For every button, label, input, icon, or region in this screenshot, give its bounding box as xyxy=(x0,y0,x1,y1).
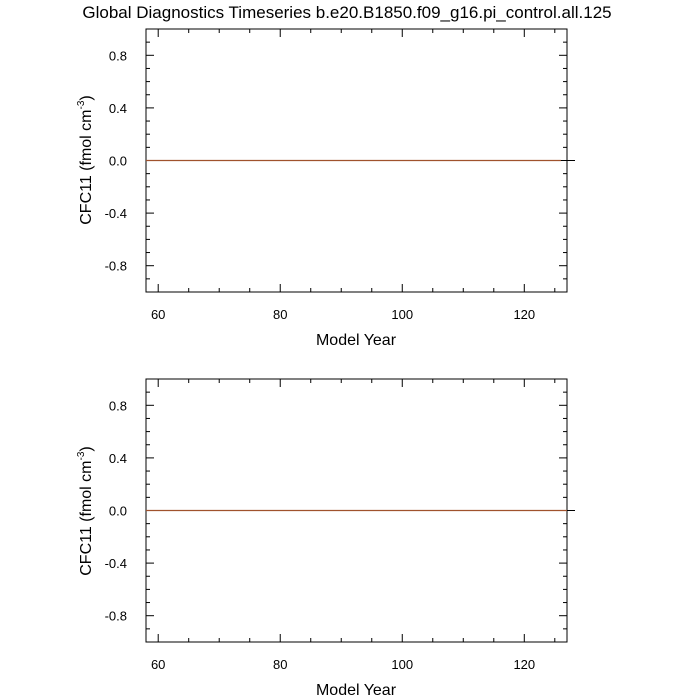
y-tick-label: 0.4 xyxy=(109,451,127,466)
y-axis-label-1-sup: -3 xyxy=(76,100,87,109)
y-axis-label-2-close: ) xyxy=(78,446,95,451)
x-tick-label: 80 xyxy=(273,307,287,322)
y-axis-label-1: CFC11 (fmol cm-3) xyxy=(76,95,95,225)
x-axis-label-1: Model Year xyxy=(316,332,397,349)
y-axis-label-2: CFC11 (fmol cm-3) xyxy=(76,446,95,576)
y-tick-label: -0.8 xyxy=(105,259,127,274)
x-tick-label: 60 xyxy=(151,657,165,672)
x-axis-label-2: Model Year xyxy=(316,682,397,699)
y-tick-label: 0.0 xyxy=(109,504,127,519)
minor-ticks-1 xyxy=(146,29,567,292)
y-tick-label: -0.4 xyxy=(105,206,127,221)
y-tick-label: 0.0 xyxy=(109,154,127,169)
major-ticks-1 xyxy=(146,29,567,292)
x-tick-label: 60 xyxy=(151,307,165,322)
tick-labels-1: -0.8 -0.4 0.0 0.4 0.8 60 80 100 120 xyxy=(105,48,536,322)
y-tick-label: -0.8 xyxy=(105,609,127,624)
y-axis-label-1-main: CFC11 (fmol cm xyxy=(78,109,95,224)
y-axis-label-2-sup: -3 xyxy=(76,451,87,460)
x-tick-label: 120 xyxy=(513,307,535,322)
panel-1: -0.8 -0.4 0.0 0.4 0.8 60 80 100 120 Model Year C… xyxy=(76,28,575,349)
x-tick-label: 100 xyxy=(391,657,413,672)
y-tick-label: -0.4 xyxy=(105,556,127,571)
x-tick-label: 100 xyxy=(391,307,413,322)
x-tick-label: 120 xyxy=(513,657,535,672)
y-tick-label: 0.8 xyxy=(109,48,127,63)
y-tick-label: 0.4 xyxy=(109,101,127,116)
chart-title: Global Diagnostics Timeseries b.e20.B185… xyxy=(82,3,611,22)
y-axis-label-2-main: CFC11 (fmol cm xyxy=(78,460,95,575)
tick-labels-2: -0.8 -0.4 0.0 0.4 0.8 60 80 100 120 xyxy=(105,398,536,672)
y-tick-label: 0.8 xyxy=(109,398,127,413)
x-tick-label: 80 xyxy=(273,657,287,672)
panel-2: -0.8 -0.4 0.0 0.4 0.8 60 80 100 120 Model Year C… xyxy=(76,378,575,699)
minor-ticks-2 xyxy=(146,379,567,642)
y-axis-label-1-close: ) xyxy=(78,95,95,100)
